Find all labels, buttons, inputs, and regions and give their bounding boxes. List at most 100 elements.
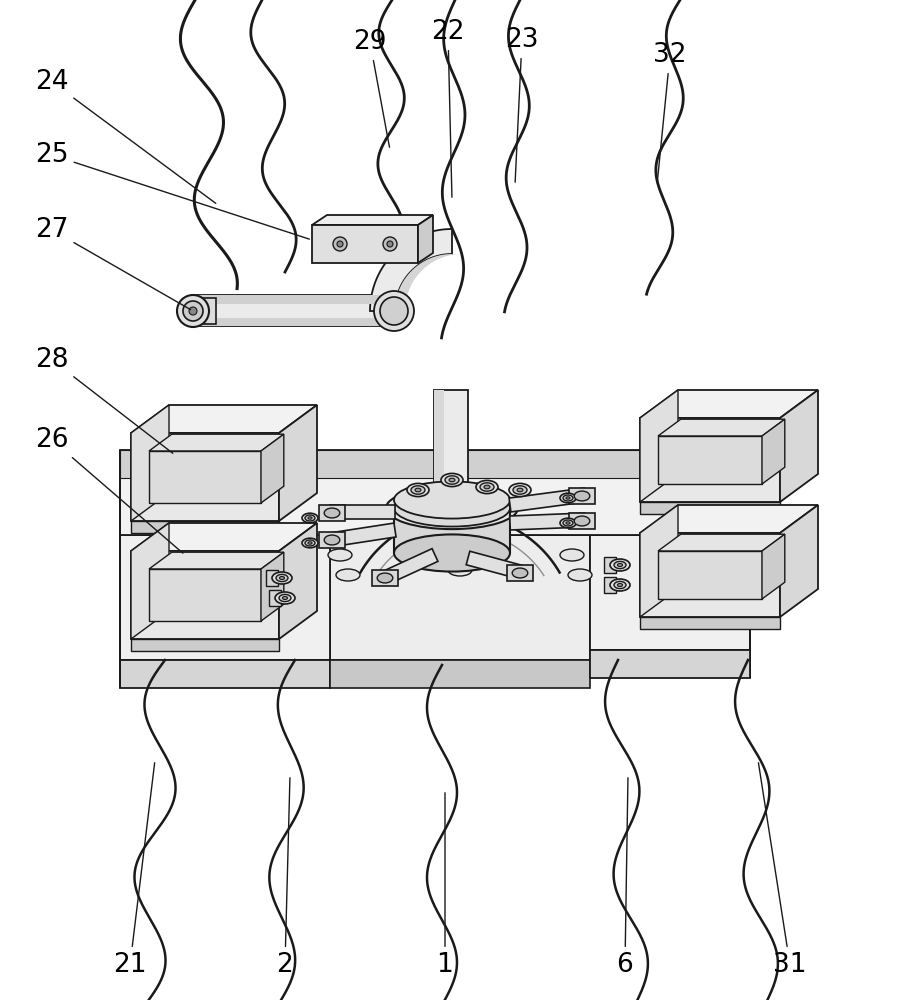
- Ellipse shape: [516, 488, 522, 492]
- Polygon shape: [466, 551, 521, 579]
- Polygon shape: [371, 570, 398, 586]
- Ellipse shape: [301, 538, 318, 548]
- Text: 23: 23: [505, 27, 539, 182]
- Polygon shape: [568, 513, 595, 529]
- Polygon shape: [640, 502, 779, 514]
- Polygon shape: [130, 433, 278, 521]
- Polygon shape: [640, 533, 779, 617]
- Ellipse shape: [440, 473, 462, 487]
- Polygon shape: [130, 639, 278, 651]
- Text: 32: 32: [652, 42, 686, 182]
- Polygon shape: [149, 569, 261, 621]
- Ellipse shape: [183, 301, 203, 321]
- Ellipse shape: [560, 493, 575, 503]
- Ellipse shape: [560, 549, 584, 561]
- Polygon shape: [434, 390, 468, 555]
- Ellipse shape: [562, 520, 573, 526]
- Polygon shape: [640, 390, 817, 418]
- Polygon shape: [604, 577, 616, 593]
- Polygon shape: [604, 557, 616, 573]
- Polygon shape: [434, 390, 444, 555]
- Polygon shape: [319, 505, 345, 521]
- Ellipse shape: [565, 497, 570, 499]
- Ellipse shape: [275, 592, 295, 604]
- Polygon shape: [589, 650, 749, 678]
- Polygon shape: [119, 450, 749, 535]
- Ellipse shape: [445, 476, 459, 484]
- Ellipse shape: [377, 573, 392, 583]
- Ellipse shape: [336, 241, 343, 247]
- Polygon shape: [261, 434, 283, 503]
- Ellipse shape: [333, 237, 346, 251]
- Text: 28: 28: [35, 347, 173, 453]
- Polygon shape: [657, 419, 784, 436]
- Polygon shape: [640, 617, 779, 629]
- Ellipse shape: [617, 564, 622, 566]
- Ellipse shape: [374, 291, 414, 331]
- Polygon shape: [657, 534, 784, 551]
- Polygon shape: [329, 523, 396, 547]
- Text: 31: 31: [757, 763, 806, 978]
- Polygon shape: [261, 552, 283, 621]
- Polygon shape: [195, 295, 392, 304]
- Ellipse shape: [279, 576, 284, 580]
- Polygon shape: [278, 523, 317, 639]
- Ellipse shape: [380, 297, 407, 325]
- Polygon shape: [149, 434, 283, 451]
- Polygon shape: [394, 254, 461, 311]
- Polygon shape: [640, 418, 779, 502]
- Polygon shape: [417, 215, 433, 263]
- Ellipse shape: [386, 487, 517, 529]
- Polygon shape: [130, 521, 278, 533]
- Ellipse shape: [305, 515, 314, 521]
- Ellipse shape: [328, 549, 352, 561]
- Ellipse shape: [393, 534, 509, 572]
- Ellipse shape: [308, 517, 312, 519]
- Ellipse shape: [335, 569, 359, 581]
- Polygon shape: [119, 535, 330, 660]
- Ellipse shape: [562, 495, 573, 501]
- Polygon shape: [130, 405, 169, 521]
- Text: 26: 26: [35, 427, 183, 553]
- Ellipse shape: [301, 513, 318, 523]
- Ellipse shape: [567, 569, 591, 581]
- Polygon shape: [268, 590, 280, 606]
- Polygon shape: [266, 570, 278, 586]
- Polygon shape: [278, 405, 317, 521]
- Polygon shape: [761, 534, 784, 599]
- Text: 25: 25: [35, 142, 309, 239]
- Polygon shape: [508, 488, 585, 512]
- Ellipse shape: [613, 561, 625, 569]
- Ellipse shape: [483, 485, 490, 489]
- Polygon shape: [393, 508, 509, 553]
- Polygon shape: [130, 523, 169, 639]
- Polygon shape: [330, 505, 394, 519]
- Ellipse shape: [188, 307, 197, 315]
- Polygon shape: [381, 549, 437, 584]
- Ellipse shape: [272, 572, 291, 584]
- Polygon shape: [330, 535, 589, 660]
- Ellipse shape: [560, 518, 575, 528]
- Ellipse shape: [323, 535, 339, 545]
- Ellipse shape: [609, 559, 630, 571]
- Text: 21: 21: [113, 763, 154, 978]
- Ellipse shape: [411, 486, 425, 494]
- Polygon shape: [779, 505, 817, 617]
- Ellipse shape: [393, 481, 509, 519]
- Polygon shape: [330, 660, 589, 688]
- Ellipse shape: [282, 596, 287, 599]
- Ellipse shape: [278, 594, 290, 602]
- Polygon shape: [149, 552, 283, 569]
- Polygon shape: [195, 295, 392, 326]
- Ellipse shape: [393, 489, 509, 527]
- Text: 29: 29: [353, 29, 389, 147]
- Polygon shape: [640, 505, 817, 533]
- Ellipse shape: [382, 237, 397, 251]
- Polygon shape: [657, 551, 761, 599]
- Text: 6: 6: [616, 778, 632, 978]
- Polygon shape: [193, 298, 216, 324]
- Ellipse shape: [305, 540, 314, 546]
- Ellipse shape: [613, 581, 625, 589]
- Ellipse shape: [480, 483, 494, 491]
- Polygon shape: [657, 436, 761, 484]
